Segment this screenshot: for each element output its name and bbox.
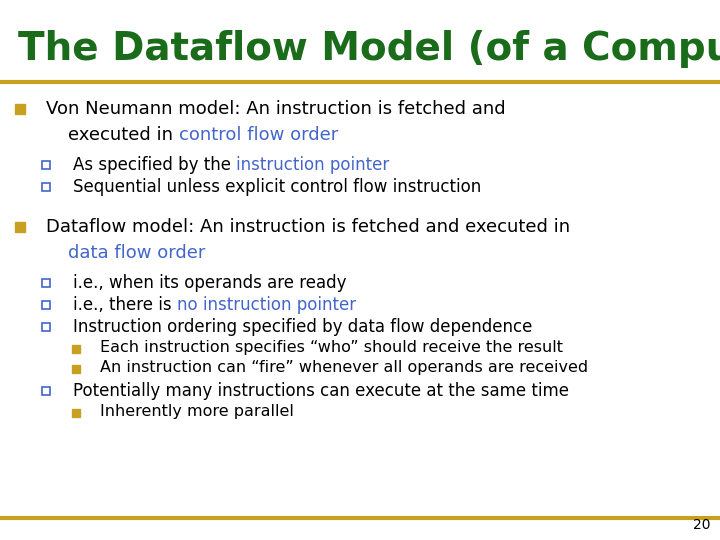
Text: Dataflow model: An instruction is fetched and executed in: Dataflow model: An instruction is fetche…	[46, 218, 570, 236]
Text: Sequential unless explicit control flow instruction: Sequential unless explicit control flow …	[73, 178, 481, 196]
Text: no instruction pointer: no instruction pointer	[177, 296, 356, 314]
Bar	[42, 387, 50, 395]
Bar	[42, 183, 50, 191]
Text: Each instruction specifies “who” should receive the result: Each instruction specifies “who” should …	[100, 340, 563, 355]
Text: As specified by the: As specified by the	[73, 156, 236, 174]
Text: An instruction can “fire” whenever all operands are received: An instruction can “fire” whenever all o…	[100, 360, 588, 375]
Text: Instruction ordering specified by data flow dependence: Instruction ordering specified by data f…	[73, 318, 532, 336]
Text: control flow order: control flow order	[179, 126, 338, 144]
Text: instruction pointer: instruction pointer	[236, 156, 390, 174]
Bar	[72, 345, 80, 353]
Text: The Dataflow Model (of a Computer): The Dataflow Model (of a Computer)	[18, 30, 720, 68]
Text: Von Neumann model: An instruction is fetched and: Von Neumann model: An instruction is fet…	[46, 100, 505, 118]
Bar	[42, 323, 50, 331]
Text: Potentially many instructions can execute at the same time: Potentially many instructions can execut…	[73, 382, 569, 400]
Text: executed in: executed in	[68, 126, 179, 144]
Text: data flow order: data flow order	[68, 244, 205, 262]
Text: Inherently more parallel: Inherently more parallel	[100, 404, 294, 419]
Text: i.e., there is: i.e., there is	[73, 296, 177, 314]
Text: i.e., when its operands are ready: i.e., when its operands are ready	[73, 274, 346, 292]
Text: 20: 20	[693, 518, 710, 532]
Bar	[42, 301, 50, 309]
Bar	[72, 409, 80, 417]
Bar	[42, 279, 50, 287]
Bar	[42, 161, 50, 169]
Bar	[72, 365, 80, 373]
Bar	[15, 222, 25, 232]
Bar	[15, 104, 25, 114]
